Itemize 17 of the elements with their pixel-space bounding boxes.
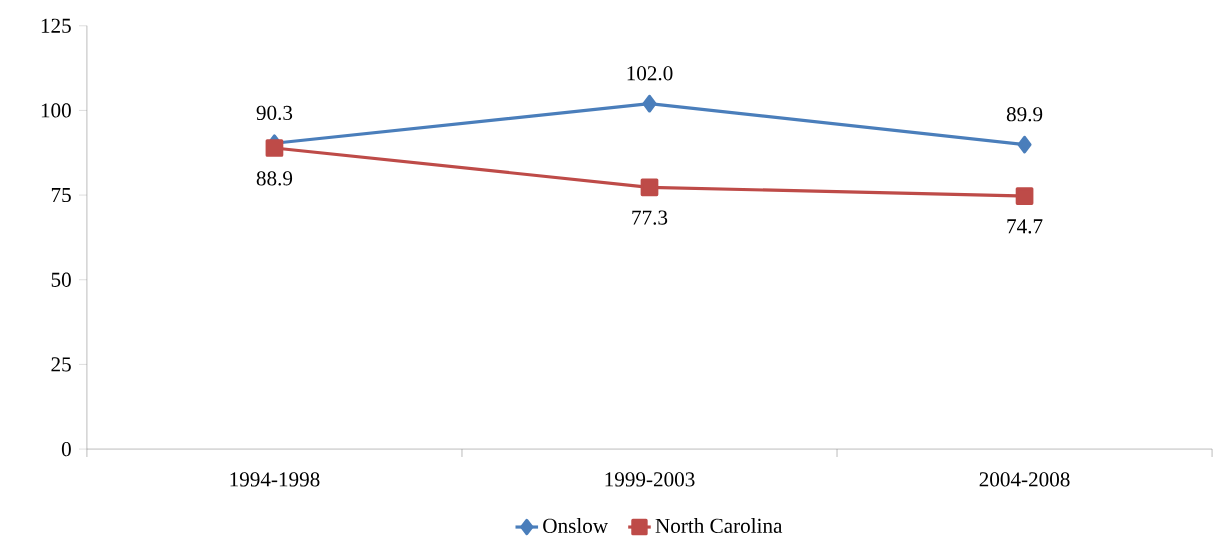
x-tick-label: 1999-2003 (605, 472, 695, 487)
x-tick-label: 2004-2008 (979, 472, 1070, 487)
y-tick-label: 75 (51, 187, 71, 203)
data-label: 102.0 (627, 66, 673, 81)
y-tick-label: 25 (51, 357, 71, 372)
y-tick-label: 50 (51, 272, 71, 287)
data-label: 90.3 (256, 105, 293, 121)
legend-label: North Carolina (655, 518, 783, 533)
y-tick-label: 100 (41, 103, 71, 118)
legend-label: Onslow (543, 518, 608, 533)
x-tick-label: 1994-1998 (230, 472, 320, 487)
data-label: 77.3 (632, 210, 668, 225)
y-tick-label: 0 (61, 441, 71, 457)
data-label: 89.9 (1006, 107, 1043, 122)
y-tick-label: 125 (41, 18, 71, 33)
data-label: 74.7 (1007, 219, 1043, 234)
data-label: 88.9 (256, 171, 293, 186)
